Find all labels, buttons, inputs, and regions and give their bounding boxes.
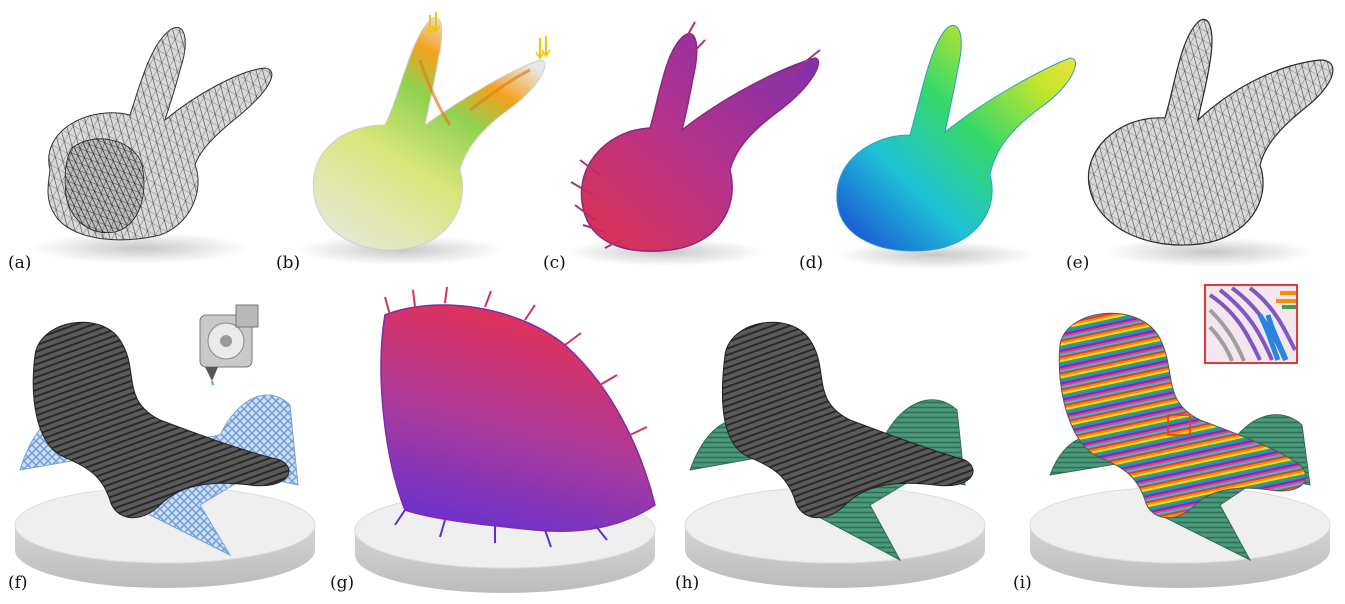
panel-label-b: (b) bbox=[276, 253, 301, 273]
print-head-icon bbox=[199, 304, 259, 386]
panel-a: (a) bbox=[0, 0, 273, 280]
panel-c: (c) bbox=[543, 0, 821, 280]
bunny-stress-field-illustration bbox=[295, 12, 551, 265]
panel-i: (i) bbox=[1010, 284, 1345, 604]
zoom-region-marker bbox=[1167, 414, 1191, 436]
panel-label-f: (f) bbox=[8, 573, 28, 593]
curved-support-layers-illustration bbox=[684, 321, 986, 588]
bunny-curved-layers-illustration bbox=[1087, 18, 1334, 267]
panel-label-h: (h) bbox=[675, 573, 700, 593]
panel-label-c: (c) bbox=[543, 253, 566, 273]
panel-b: (b) bbox=[270, 0, 551, 280]
panel-f: (f) bbox=[0, 285, 325, 604]
panel-label-d: (d) bbox=[799, 253, 824, 273]
bunny-vector-field-illustration bbox=[565, 21, 821, 266]
bunny-mesh-illustration bbox=[30, 27, 273, 264]
panel-h: (h) bbox=[665, 285, 1010, 604]
toolpath-illustration bbox=[1029, 284, 1331, 588]
panel-label-a: (a) bbox=[8, 253, 32, 273]
panel-g: (g) bbox=[325, 285, 665, 604]
bunny-scalar-field-illustration bbox=[835, 25, 1076, 269]
zoom-inset bbox=[1204, 284, 1298, 364]
panel-e: (e) bbox=[1066, 0, 1345, 280]
panel-label-i: (i) bbox=[1013, 573, 1032, 593]
support-vector-field-illustration bbox=[354, 286, 656, 593]
print-with-supports-illustration bbox=[14, 304, 316, 588]
panel-label-g: (g) bbox=[330, 573, 355, 593]
panel-d: (d) bbox=[799, 0, 1080, 280]
panel-label-e: (e) bbox=[1066, 253, 1090, 273]
